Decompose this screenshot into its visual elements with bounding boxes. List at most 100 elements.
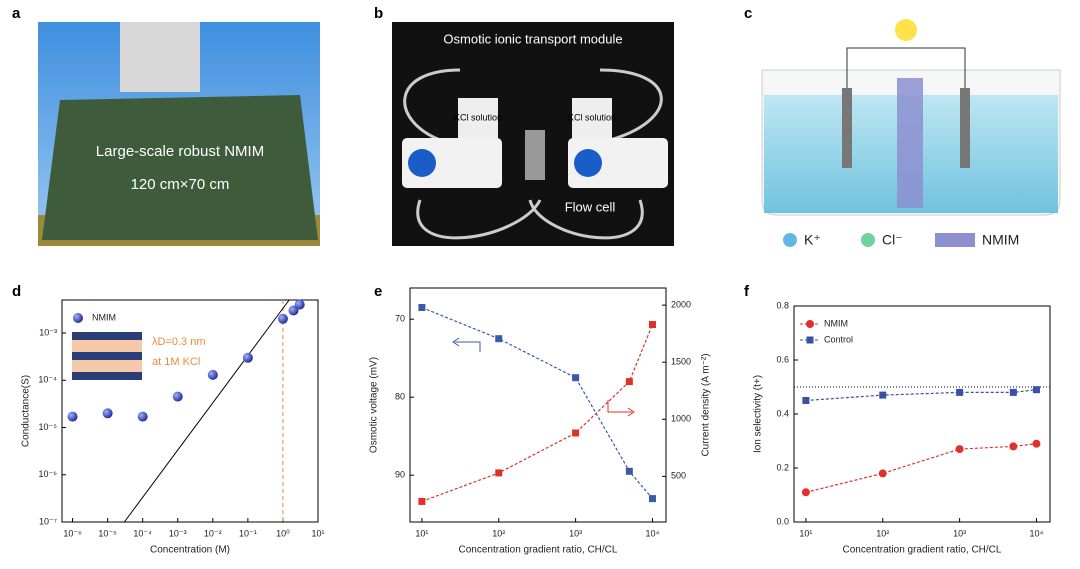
y-tick-label: 10⁻⁷	[39, 516, 57, 526]
legend-marker	[73, 313, 83, 323]
point	[878, 469, 887, 478]
photo-caption: 120 cm×70 cm	[131, 176, 230, 193]
legend-label: Control	[824, 334, 853, 344]
point	[802, 397, 810, 404]
legend-label: NMIM	[982, 232, 1019, 248]
membrane	[897, 78, 923, 208]
point	[1032, 439, 1041, 448]
y-tick-label: 0.4	[776, 408, 789, 418]
x-axis-label: Concentration (M)	[150, 545, 230, 556]
point	[137, 411, 148, 422]
y2-tick-label: 1500	[671, 357, 691, 367]
bulb	[895, 19, 917, 41]
plot-frame	[409, 287, 667, 523]
point	[418, 304, 426, 311]
membrane-sheet	[42, 95, 318, 240]
y-tick-label: 10⁻⁶	[39, 469, 58, 479]
legend-label: NMIM	[824, 318, 848, 328]
point	[418, 497, 426, 505]
point	[648, 495, 656, 503]
tubing	[403, 68, 663, 240]
x-axis-label: Concentration gradient ratio, CH/CL	[843, 545, 1002, 556]
annotation: at 1M KCl	[152, 356, 200, 368]
point	[572, 429, 580, 437]
panel-label: b	[374, 5, 383, 22]
axis-arrow	[452, 337, 481, 352]
legend-label: Cl⁻	[882, 232, 903, 248]
annotation: λD=0.3 nm	[152, 336, 206, 348]
y-tick-label: 0.2	[776, 462, 789, 472]
point	[207, 369, 218, 380]
y-tick-label: 90	[395, 470, 405, 480]
x-tick-label: 10⁰	[276, 528, 290, 538]
electrode	[842, 88, 852, 168]
y-tick-label: 0.6	[776, 354, 789, 364]
photo-caption: Osmotic ionic transport module	[443, 31, 622, 46]
y2-tick-label: 500	[671, 471, 686, 481]
building	[120, 22, 200, 92]
schematic-c: K⁺ Cl⁻ NMIM	[761, 19, 1061, 248]
point	[288, 305, 299, 316]
y-tick-label: 10⁻³	[39, 327, 57, 337]
series-line	[421, 306, 653, 499]
point	[242, 352, 253, 363]
photo-b: Osmotic ionic transport module KCl solut…	[392, 22, 674, 246]
photo-caption: Flow cell	[565, 199, 616, 214]
x-tick-label: 10⁻³	[169, 528, 187, 538]
panel-label: f	[744, 283, 750, 300]
point	[277, 313, 288, 324]
point	[294, 299, 305, 310]
x-tick-label: 10¹	[799, 528, 812, 538]
series-line	[805, 443, 1037, 493]
point	[879, 391, 887, 399]
legend-icon	[861, 233, 875, 247]
x-tick-label: 10²	[492, 528, 505, 538]
point	[572, 374, 580, 382]
y2-tick-label: 2000	[671, 299, 691, 309]
point	[1009, 388, 1017, 396]
x-tick-label: 10¹	[415, 528, 428, 538]
x-tick-label: 10⁴	[1030, 528, 1044, 538]
point	[648, 321, 656, 329]
inset: λD=0.3 nm at 1M KCl	[72, 332, 206, 380]
y-tick-label: 0.0	[776, 516, 789, 526]
y-tick-label: 10⁻⁵	[39, 422, 58, 432]
panel-label: d	[12, 283, 21, 300]
y2-tick-label: 1000	[671, 414, 691, 424]
point	[625, 378, 633, 386]
y-axis-label: Ion selectivity (t+)	[753, 375, 764, 453]
legend-icon	[935, 233, 975, 247]
x-tick-label: 10¹	[311, 528, 324, 538]
y-tick-label: 70	[395, 314, 405, 324]
fit-line	[123, 299, 290, 523]
legend-icon	[783, 233, 797, 247]
point	[102, 408, 113, 419]
photo-caption: Large-scale robust NMIM	[96, 143, 264, 160]
point	[625, 467, 633, 475]
legend-label: NMIM	[92, 312, 116, 322]
panel-label: a	[12, 5, 21, 22]
panel-label: e	[374, 283, 382, 300]
point	[495, 335, 503, 343]
point	[955, 445, 964, 454]
photo-a: Large-scale robust NMIM 120 cm×70 cm	[38, 22, 320, 246]
y-tick-label: 10⁻⁴	[38, 375, 57, 385]
tank-label: KCl solution	[568, 112, 616, 122]
wire	[846, 47, 966, 88]
y-axis-label: Osmotic voltage (mV)	[369, 357, 380, 453]
pump-knob	[574, 149, 602, 177]
tank	[458, 98, 498, 138]
x-tick-label: 10⁻⁵	[98, 528, 117, 538]
y2-axis-label: Current density (A m⁻²)	[701, 353, 712, 456]
pump-knob	[408, 149, 436, 177]
x-tick-label: 10³	[569, 528, 582, 538]
y-tick-label: 0.8	[776, 300, 789, 310]
x-tick-label: 10⁻²	[204, 528, 222, 538]
point	[1009, 442, 1018, 451]
panel-label: c	[744, 5, 752, 22]
tank	[572, 98, 612, 138]
x-tick-label: 10⁻¹	[239, 528, 257, 538]
electrode	[960, 88, 970, 168]
